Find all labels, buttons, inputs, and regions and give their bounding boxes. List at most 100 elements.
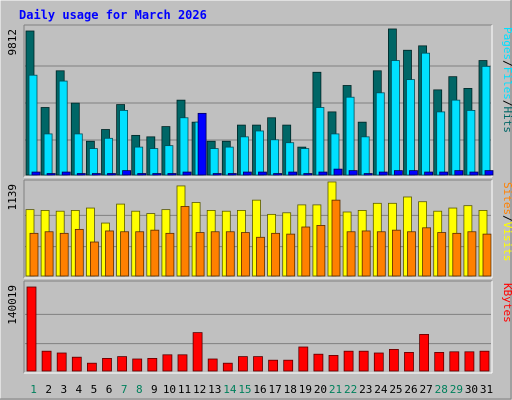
bar-files-19 (300, 148, 310, 176)
x-tick-label: 10 (163, 383, 176, 396)
bar-kbytes-undefined (207, 358, 218, 372)
bar-kbytes-undefined (132, 358, 143, 372)
bar-sites-undefined (376, 231, 386, 277)
bar-kbytes-undefined (56, 352, 67, 372)
x-tick-label: 11 (178, 383, 191, 396)
bar-sites-undefined (301, 226, 311, 277)
bar-files-27 (421, 52, 431, 176)
bar-sites-undefined (29, 232, 39, 277)
x-tick-label: 24 (374, 383, 388, 396)
bar-kbytes-undefined (404, 352, 414, 372)
bar-sites-undefined (180, 206, 190, 277)
bar-sites-undefined (120, 231, 129, 277)
bar-pages-14 (227, 173, 237, 176)
bar-pages-2 (46, 173, 56, 176)
x-tick-label: 16 (253, 383, 266, 396)
bar-kbytes-undefined (298, 346, 309, 372)
bar-pages-1 (31, 171, 41, 176)
bar-sites-undefined (316, 225, 326, 277)
x-tick-label: 30 (465, 383, 478, 396)
bar-pages-10 (167, 173, 177, 176)
bar-kbytes-undefined (283, 359, 294, 372)
bar-kbytes-undefined (162, 354, 173, 372)
legend-part: Visits (501, 222, 512, 262)
bar-files-3 (58, 80, 68, 176)
bar-pages-22 (348, 170, 358, 176)
x-tick-label: 17 (269, 383, 282, 396)
bar-sites-undefined (437, 232, 447, 277)
legend-part: / (501, 60, 512, 67)
x-tick-label: 18 (284, 383, 297, 396)
bar-files-14 (224, 146, 234, 176)
x-tick-label: 23 (359, 383, 372, 396)
bar-files-25 (390, 60, 400, 176)
bar-pages-16 (258, 171, 267, 176)
bar-files-31 (481, 65, 491, 176)
bar-files-9 (149, 148, 159, 176)
bar-files-23 (360, 136, 370, 176)
panel-2: 140019 KBytes (6, 280, 512, 374)
bar-pages-18 (288, 171, 298, 176)
bar-sites-undefined (225, 231, 235, 277)
x-tick-label: 12 (193, 383, 206, 396)
x-tick-label: 13 (208, 383, 221, 396)
bar-pages-9 (152, 173, 162, 176)
bar-pages-30 (469, 171, 479, 176)
bar-files-28 (436, 111, 446, 176)
x-tick-label: 8 (136, 383, 143, 396)
bar-pages-28 (439, 171, 449, 176)
bar-kbytes-undefined (328, 355, 339, 372)
bar-files-5 (89, 148, 98, 176)
bar-sites-undefined (90, 241, 99, 277)
bar-sites-undefined (346, 231, 356, 277)
bar-sites-undefined (135, 231, 145, 277)
bar-pages-8 (137, 173, 147, 176)
bar-kbytes-undefined (434, 352, 445, 372)
bar-pages-27 (424, 171, 434, 176)
bar-kbytes-undefined (388, 349, 399, 372)
bar-kbytes-undefined (464, 351, 475, 372)
bar-pages-11 (182, 171, 192, 176)
bar-kbytes-undefined (177, 354, 188, 372)
bar-kbytes-undefined (87, 362, 97, 372)
bar-pages-15 (242, 171, 252, 176)
bar-kbytes-undefined (222, 362, 233, 372)
x-tick-label: 19 (299, 383, 312, 396)
bar-sites-undefined (361, 230, 371, 277)
legend-part: / (501, 215, 512, 222)
bar-pages-17 (273, 173, 283, 176)
x-tick-label: 4 (76, 383, 83, 396)
bar-kbytes-undefined (102, 358, 112, 372)
bar-pages-5 (92, 173, 101, 176)
x-tick-label: 31 (480, 383, 493, 396)
bar-pages-7 (122, 170, 131, 176)
bar-sites-undefined (331, 199, 341, 277)
bar-kbytes-undefined (268, 359, 279, 372)
bar-files-6 (104, 137, 113, 176)
bar-kbytes-undefined (117, 356, 127, 372)
bar-files-11 (179, 117, 189, 176)
legend-part: KBytes (501, 283, 512, 323)
x-tick-label: 3 (60, 383, 67, 396)
bar-files-30 (466, 110, 476, 176)
bar-files-1 (28, 74, 38, 176)
bar-pages-3 (61, 171, 71, 176)
bar-sites-undefined (407, 231, 416, 277)
bar-files-22 (345, 96, 355, 176)
bar-kbytes-undefined (358, 350, 369, 372)
bar-files-13 (209, 148, 219, 176)
bar-sites-undefined (210, 231, 220, 277)
bar-sites-undefined (59, 232, 69, 277)
x-tick-label: 21 (329, 383, 342, 396)
panel-1: 1139 Sites/Visits (6, 179, 512, 279)
legend-part: Sites (501, 182, 512, 215)
x-tick-label: 25 (389, 383, 402, 396)
bar-sites-undefined (105, 230, 114, 277)
bar-pages-4 (76, 173, 86, 176)
y-max-label: 140019 (6, 285, 19, 325)
bar-sites-undefined (240, 232, 250, 277)
x-tick-label: 20 (314, 383, 327, 396)
legend-part: Files (501, 67, 512, 100)
legend-part: Hits (501, 107, 512, 134)
